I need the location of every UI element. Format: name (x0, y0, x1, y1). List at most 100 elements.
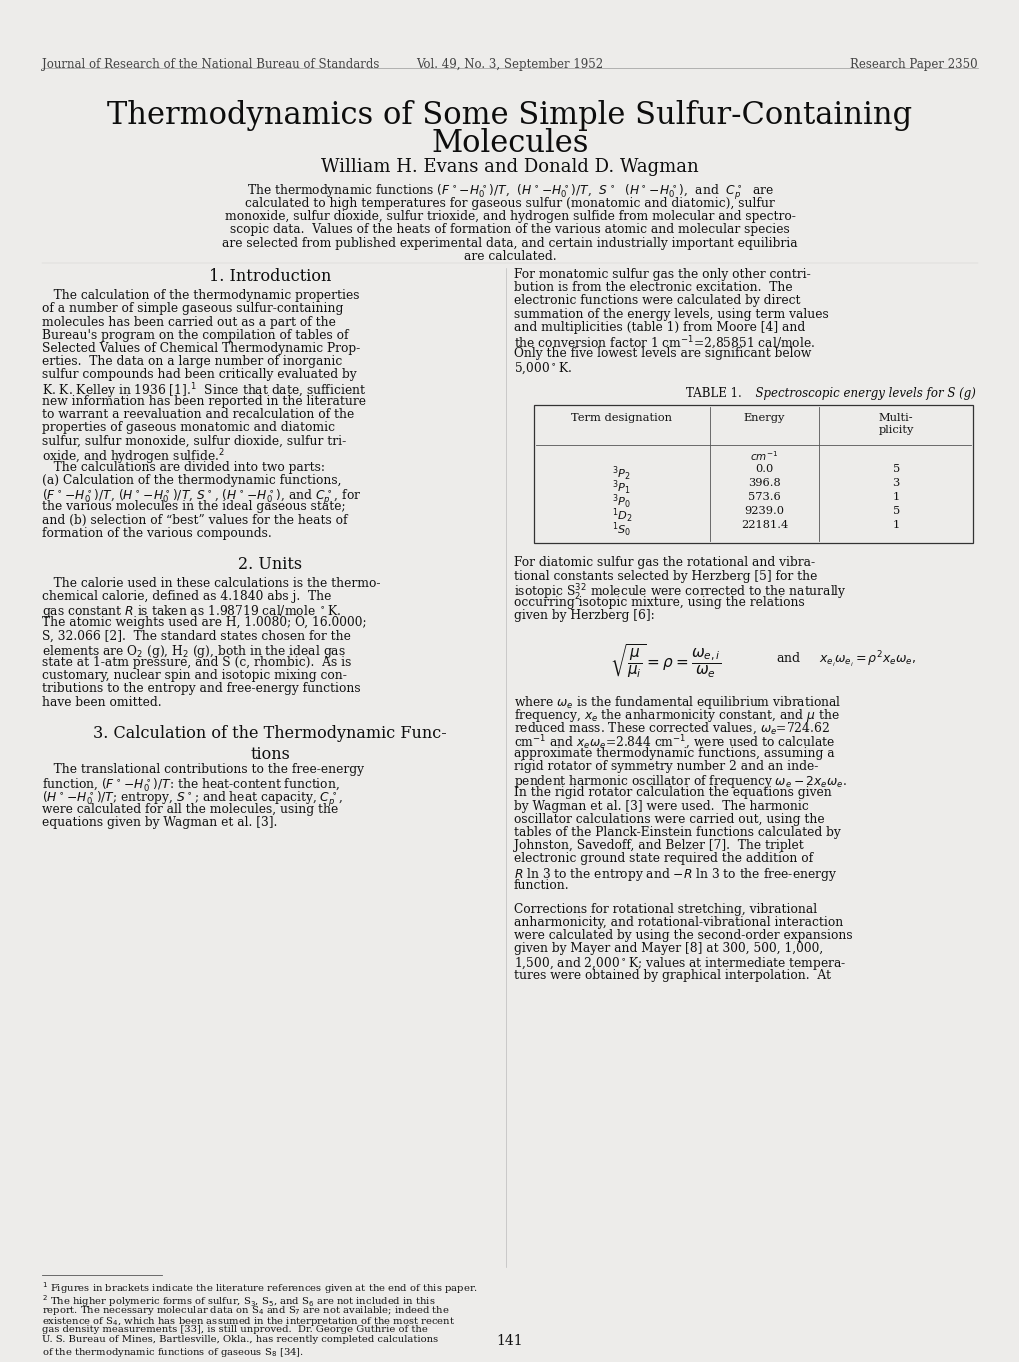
Text: 3. Calculation of the Thermodynamic Func-: 3. Calculation of the Thermodynamic Func… (93, 725, 446, 742)
Text: Energy: Energy (743, 413, 785, 424)
Text: sulfur, sulfur monoxide, sulfur dioxide, sulfur tri-: sulfur, sulfur monoxide, sulfur dioxide,… (42, 434, 345, 447)
Text: $^1D_2$: $^1D_2$ (611, 507, 632, 524)
Text: Thermodynamics of Some Simple Sulfur-Containing: Thermodynamics of Some Simple Sulfur-Con… (107, 99, 912, 131)
Text: $^1S_0$: $^1S_0$ (611, 520, 631, 539)
Text: $cm^{-1}$: $cm^{-1}$ (750, 449, 777, 463)
Text: properties of gaseous monatomic and diatomic: properties of gaseous monatomic and diat… (42, 421, 334, 434)
Text: 2. Units: 2. Units (237, 556, 302, 573)
Text: 1: 1 (892, 520, 899, 530)
Text: $^1$ Figures in brackets indicate the literature references given at the end of : $^1$ Figures in brackets indicate the li… (42, 1280, 478, 1295)
Text: tions: tions (250, 746, 289, 763)
Text: report. The necessary molecular data on S$_4$ and S$_7$ are not available; indee: report. The necessary molecular data on … (42, 1303, 449, 1317)
Text: cm$^{-1}$ and $x_e\omega_e$=2.844 cm$^{-1}$, were used to calculate: cm$^{-1}$ and $x_e\omega_e$=2.844 cm$^{-… (514, 734, 835, 752)
Text: were calculated by using the second-order expansions: were calculated by using the second-orde… (514, 929, 852, 943)
Text: the conversion factor 1 cm$^{-1}$=2.85851 cal/mole.: the conversion factor 1 cm$^{-1}$=2.8585… (514, 334, 814, 351)
Text: 5,000$^\circ$K.: 5,000$^\circ$K. (514, 361, 572, 376)
Bar (534, 406, 972, 543)
Text: S, 32.066 [2].  The standard states chosen for the: S, 32.066 [2]. The standard states chose… (42, 629, 351, 643)
Text: 1: 1 (892, 492, 899, 503)
Text: Molecules: Molecules (431, 128, 588, 159)
Text: 5: 5 (892, 507, 899, 516)
Text: gas constant $R$ is taken as 1.98719 cal/mole $^\circ$K.: gas constant $R$ is taken as 1.98719 cal… (42, 603, 341, 620)
Text: customary, nuclear spin and isotopic mixing con-: customary, nuclear spin and isotopic mix… (42, 669, 346, 682)
Text: existence of S$_4$, which has been assumed in the interpretation of the most rec: existence of S$_4$, which has been assum… (42, 1314, 454, 1328)
Text: $^2$ The higher polymeric forms of sulfur, S$_3$, S$_5$, and S$_6$ are not inclu: $^2$ The higher polymeric forms of sulfu… (42, 1294, 435, 1309)
Text: and     $x_{e_i}\omega_{e_i}=\rho^2 x_e\omega_e,$: and $x_{e_i}\omega_{e_i}=\rho^2 x_e\omeg… (775, 650, 915, 670)
Text: 22181.4: 22181.4 (740, 520, 788, 530)
Text: frequency, $x_e$ the anharmonicity constant, and $\mu$ the: frequency, $x_e$ the anharmonicity const… (514, 707, 839, 725)
Text: Research Paper 2350: Research Paper 2350 (850, 59, 977, 71)
Text: 1,500, and 2,000$^\circ$K; values at intermediate tempera-: 1,500, and 2,000$^\circ$K; values at int… (514, 955, 846, 972)
Text: Multi-
plicity: Multi- plicity (877, 413, 913, 434)
Text: tables of the Planck-Einstein functions calculated by: tables of the Planck-Einstein functions … (514, 827, 840, 839)
Text: have been omitted.: have been omitted. (42, 696, 161, 708)
Text: reduced mass. These corrected values, $\omega_e$=724.62: reduced mass. These corrected values, $\… (514, 720, 829, 735)
Text: of the thermodynamic functions of gaseous S$_8$ [34].: of the thermodynamic functions of gaseou… (42, 1346, 304, 1359)
Text: tributions to the entropy and free-energy functions: tributions to the entropy and free-energ… (42, 682, 361, 696)
Text: are selected from published experimental data, and certain industrially importan: are selected from published experimental… (222, 237, 797, 251)
Text: Term designation: Term designation (571, 413, 672, 424)
Text: oscillator calculations were carried out, using the: oscillator calculations were carried out… (514, 813, 823, 825)
Text: William H. Evans and Donald D. Wagman: William H. Evans and Donald D. Wagman (321, 158, 698, 176)
Text: approximate thermodynamic functions, assuming a: approximate thermodynamic functions, ass… (514, 746, 834, 760)
Text: new information has been reported in the literature: new information has been reported in the… (42, 395, 366, 407)
Text: tures were obtained by graphical interpolation.  At: tures were obtained by graphical interpo… (514, 968, 830, 982)
Text: were calculated for all the molecules, using the: were calculated for all the molecules, u… (42, 802, 338, 816)
Text: Vol. 49, No. 3, September 1952: Vol. 49, No. 3, September 1952 (416, 59, 603, 71)
Text: 9239.0: 9239.0 (744, 507, 784, 516)
Text: rigid rotator of symmetry number 2 and an inde-: rigid rotator of symmetry number 2 and a… (514, 760, 817, 774)
Text: Selected Values of Chemical Thermodynamic Prop-: Selected Values of Chemical Thermodynami… (42, 342, 360, 355)
Text: 3: 3 (892, 478, 899, 489)
Text: The calculations are divided into two parts:: The calculations are divided into two pa… (42, 460, 325, 474)
Text: 0.0: 0.0 (755, 464, 772, 474)
Text: TABLE 1.: TABLE 1. (686, 387, 741, 400)
Text: bution is from the electronic excitation.  The: bution is from the electronic excitation… (514, 281, 792, 294)
Text: $^3P_0$: $^3P_0$ (611, 492, 631, 511)
Text: 573.6: 573.6 (747, 492, 781, 503)
Text: formation of the various compounds.: formation of the various compounds. (42, 527, 271, 539)
Text: the various molecules in the ideal gaseous state;: the various molecules in the ideal gaseo… (42, 500, 345, 513)
Text: where $\omega_e$ is the fundamental equilibrium vibrational: where $\omega_e$ is the fundamental equi… (514, 695, 841, 711)
Text: 1. Introduction: 1. Introduction (209, 268, 331, 285)
Text: tional constants selected by Herzberg [5] for the: tional constants selected by Herzberg [5… (514, 569, 816, 583)
Text: $(H^\circ\!-\!H^\circ_0)/T$; entropy, $S^\circ$; and heat capacity, $C^\circ_p$,: $(H^\circ\!-\!H^\circ_0)/T$; entropy, $S… (42, 790, 342, 809)
Text: (a) Calculation of the thermodynamic functions,: (a) Calculation of the thermodynamic fun… (42, 474, 341, 488)
Text: equations given by Wagman et al. [3].: equations given by Wagman et al. [3]. (42, 816, 277, 829)
Text: 5: 5 (892, 464, 899, 474)
Text: elements are O$_2$ (g), H$_2$ (g), both in the ideal gas: elements are O$_2$ (g), H$_2$ (g), both … (42, 643, 345, 659)
Text: isotopic S$_2^{32}$ molecule were corrected to the naturally: isotopic S$_2^{32}$ molecule were correc… (514, 583, 846, 603)
Text: function.: function. (514, 878, 569, 892)
Text: In the rigid rotator calculation the equations given: In the rigid rotator calculation the equ… (514, 786, 830, 799)
Text: chemical calorie, defined as 4.1840 abs j.  The: chemical calorie, defined as 4.1840 abs … (42, 590, 331, 603)
Text: The atomic weights used are H, 1.0080; O, 16.0000;: The atomic weights used are H, 1.0080; O… (42, 617, 366, 629)
Text: The calculation of the thermodynamic properties: The calculation of the thermodynamic pro… (42, 289, 359, 302)
Text: by Wagman et al. [3] were used.  The harmonic: by Wagman et al. [3] were used. The harm… (514, 799, 808, 813)
Text: pendent harmonic oscillator of frequency $\omega_e-2x_e\omega_e$.: pendent harmonic oscillator of frequency… (514, 774, 847, 790)
Text: 141: 141 (496, 1333, 523, 1348)
Text: The calorie used in these calculations is the thermo-: The calorie used in these calculations i… (42, 577, 380, 590)
Text: $^3P_1$: $^3P_1$ (611, 478, 631, 497)
Text: Spectroscopic energy levels for S (g): Spectroscopic energy levels for S (g) (747, 387, 975, 400)
Text: erties.  The data on a large number of inorganic: erties. The data on a large number of in… (42, 355, 342, 368)
Text: summation of the energy levels, using term values: summation of the energy levels, using te… (514, 308, 828, 320)
Text: Johnston, Savedoff, and Belzer [7].  The triplet: Johnston, Savedoff, and Belzer [7]. The … (514, 839, 803, 853)
Text: scopic data.  Values of the heats of formation of the various atomic and molecul: scopic data. Values of the heats of form… (230, 223, 789, 237)
Text: $(F^\circ\!-\!H^\circ_0)/T$, $(H^\circ\!-\!H^\circ_0)/T$, $S^\circ$, $(H^\circ\!: $(F^\circ\!-\!H^\circ_0)/T$, $(H^\circ\!… (42, 488, 361, 507)
Text: anharmonicity, and rotational-vibrational interaction: anharmonicity, and rotational-vibrationa… (514, 915, 843, 929)
Text: oxide, and hydrogen sulfide.$^2$: oxide, and hydrogen sulfide.$^2$ (42, 448, 224, 467)
Text: of a number of simple gaseous sulfur-containing: of a number of simple gaseous sulfur-con… (42, 302, 343, 316)
Text: calculated to high temperatures for gaseous sulfur (monatomic and diatomic), sul: calculated to high temperatures for gase… (245, 196, 774, 210)
Text: given by Mayer and Mayer [8] at 300, 500, 1,000,: given by Mayer and Mayer [8] at 300, 500… (514, 943, 822, 955)
Text: electronic functions were calculated by direct: electronic functions were calculated by … (514, 294, 800, 308)
Text: Bureau's program on the compilation of tables of: Bureau's program on the compilation of t… (42, 328, 348, 342)
Text: Corrections for rotational stretching, vibrational: Corrections for rotational stretching, v… (514, 903, 816, 915)
Text: $\sqrt{\dfrac{\mu}{\mu_i}}=\rho=\dfrac{\omega_{e,i}}{\omega_e}$: $\sqrt{\dfrac{\mu}{\mu_i}}=\rho=\dfrac{\… (609, 643, 721, 680)
Text: sulfur compounds had been critically evaluated by: sulfur compounds had been critically eva… (42, 368, 357, 381)
Text: $^3P_2$: $^3P_2$ (611, 464, 631, 482)
Text: electronic ground state required the addition of: electronic ground state required the add… (514, 853, 812, 865)
Text: The translational contributions to the free-energy: The translational contributions to the f… (42, 763, 364, 776)
Text: given by Herzberg [6]:: given by Herzberg [6]: (514, 609, 654, 622)
Text: to warrant a reevaluation and recalculation of the: to warrant a reevaluation and recalculat… (42, 409, 354, 421)
Text: and multiplicities (table 1) from Moore [4] and: and multiplicities (table 1) from Moore … (514, 321, 804, 334)
Text: Only the five lowest levels are significant below: Only the five lowest levels are signific… (514, 347, 810, 360)
